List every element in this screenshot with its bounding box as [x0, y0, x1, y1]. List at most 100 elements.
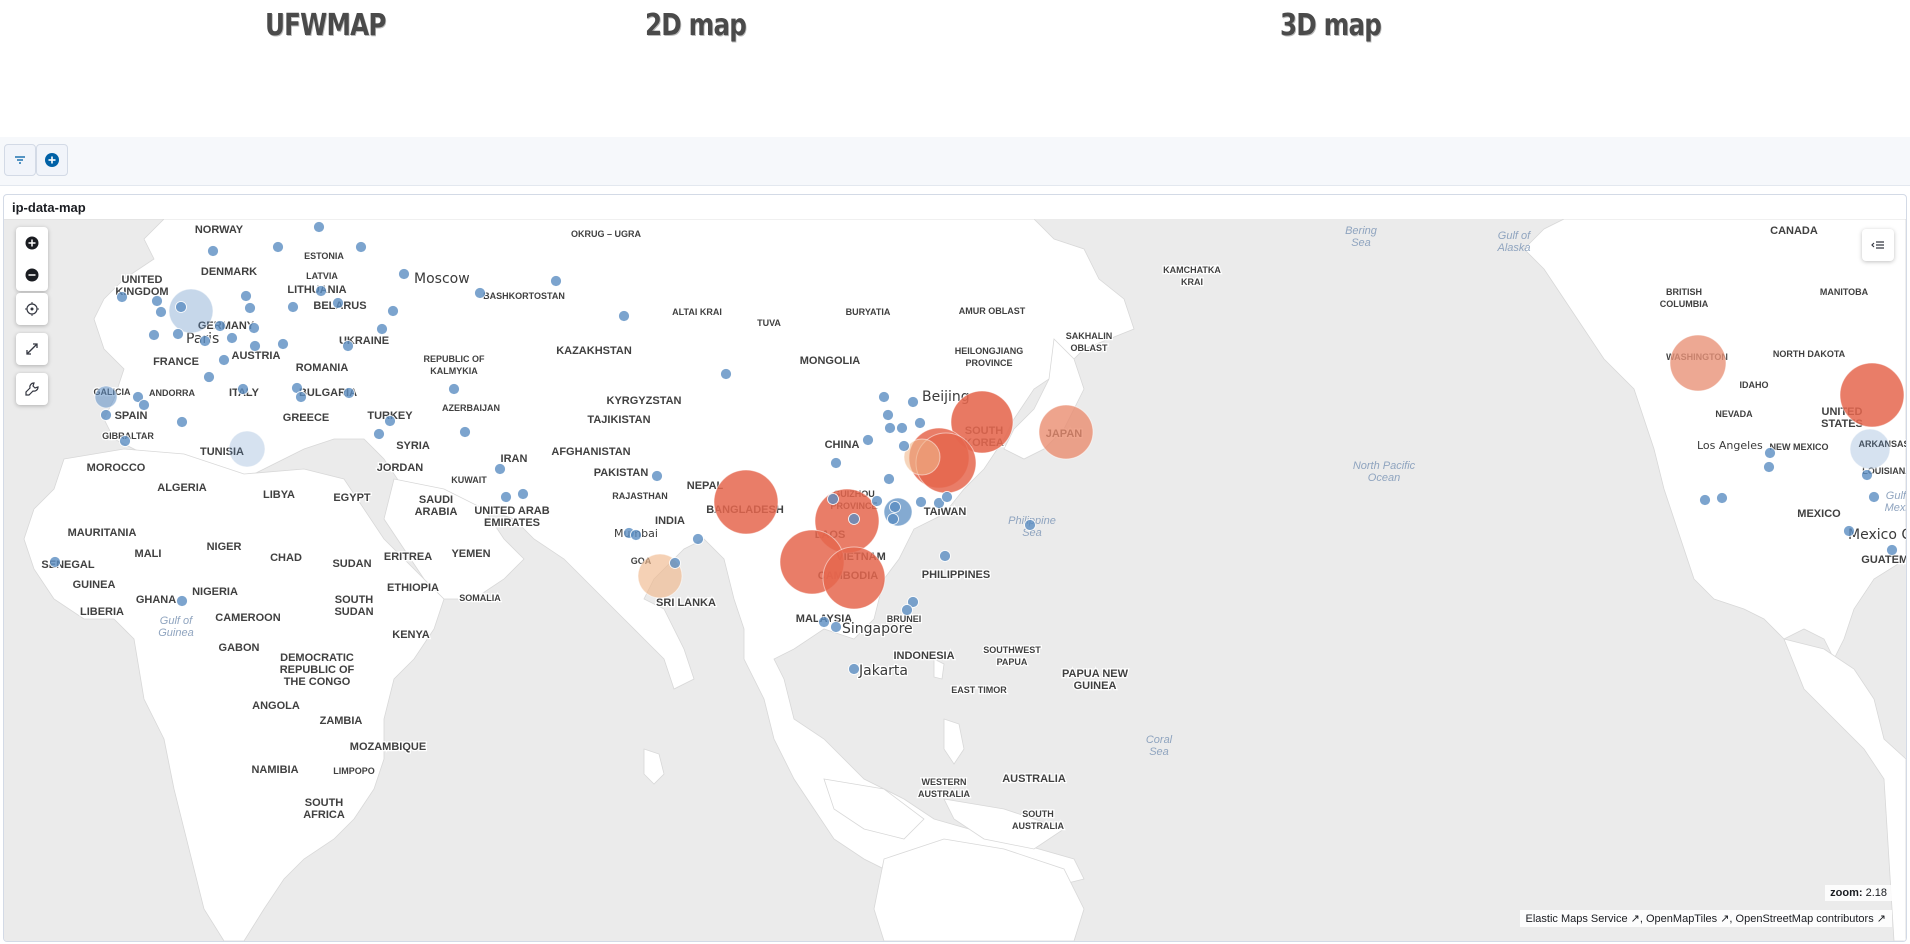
data-point[interactable] [1024, 519, 1036, 531]
data-point[interactable] [494, 463, 506, 475]
draw-tools-button[interactable] [16, 373, 48, 405]
data-point[interactable] [175, 301, 187, 313]
data-point[interactable] [692, 533, 704, 545]
data-bubble[interactable] [713, 469, 779, 535]
data-point[interactable] [651, 470, 663, 482]
data-point[interactable] [669, 557, 681, 569]
data-point[interactable] [1886, 544, 1898, 556]
data-point[interactable] [240, 290, 252, 302]
data-point[interactable] [907, 396, 919, 408]
data-point[interactable] [517, 488, 529, 500]
data-point[interactable] [272, 241, 284, 253]
data-point[interactable] [214, 320, 226, 332]
data-point[interactable] [119, 435, 131, 447]
data-bubble[interactable] [1839, 362, 1905, 428]
data-point[interactable] [459, 426, 471, 438]
data-point[interactable] [248, 322, 260, 334]
data-point[interactable] [176, 595, 188, 607]
data-point[interactable] [871, 495, 883, 507]
nav-link-2d-map[interactable]: 2D map [645, 8, 747, 43]
data-point[interactable] [244, 302, 256, 314]
data-point[interactable] [448, 383, 460, 395]
data-point[interactable] [1763, 461, 1775, 473]
data-point[interactable] [878, 391, 890, 403]
data-point[interactable] [226, 332, 238, 344]
data-point[interactable] [151, 295, 163, 307]
locate-button[interactable] [16, 293, 48, 325]
brand-link[interactable]: UFWMAP [265, 8, 386, 43]
nav-link-3d-map[interactable]: 3D map [1280, 8, 1382, 43]
data-bubble[interactable] [950, 390, 1014, 454]
data-point[interactable] [49, 556, 61, 568]
data-point[interactable] [176, 416, 188, 428]
data-point[interactable] [148, 329, 160, 341]
data-point[interactable] [387, 305, 399, 317]
data-point[interactable] [1716, 492, 1728, 504]
data-point[interactable] [474, 287, 486, 299]
attribution-link-openmaptiles[interactable]: OpenMapTiles [1646, 913, 1718, 925]
data-point[interactable] [848, 663, 860, 675]
data-point[interactable] [287, 301, 299, 313]
zoom-in-button[interactable] [16, 227, 48, 259]
data-point[interactable] [618, 310, 630, 322]
data-bubble[interactable] [822, 546, 886, 610]
data-point[interactable] [249, 340, 261, 352]
data-point[interactable] [1861, 469, 1873, 481]
data-point[interactable] [295, 391, 307, 403]
filter-menu-button[interactable] [4, 144, 36, 176]
layer-control-toggle[interactable] [1862, 229, 1894, 261]
data-point[interactable] [355, 241, 367, 253]
data-point[interactable] [862, 434, 874, 446]
data-point[interactable] [1699, 494, 1711, 506]
data-bubble[interactable] [94, 385, 118, 409]
data-point[interactable] [398, 268, 410, 280]
data-point[interactable] [207, 245, 219, 257]
attribution-link-osm[interactable]: OpenStreetMap contributors [1735, 913, 1874, 925]
data-bubble[interactable] [903, 438, 941, 476]
data-point[interactable] [882, 409, 894, 421]
data-point[interactable] [933, 497, 945, 509]
data-point[interactable] [830, 457, 842, 469]
data-point[interactable] [830, 621, 842, 633]
data-point[interactable] [155, 306, 167, 318]
data-point[interactable] [889, 501, 901, 513]
data-point[interactable] [914, 417, 926, 429]
data-point[interactable] [818, 616, 830, 628]
data-point[interactable] [315, 285, 327, 297]
data-point[interactable] [720, 368, 732, 380]
data-point[interactable] [630, 529, 642, 541]
data-point[interactable] [203, 371, 215, 383]
data-point[interactable] [939, 550, 951, 562]
data-point[interactable] [1764, 447, 1776, 459]
data-point[interactable] [138, 399, 150, 411]
data-point[interactable] [884, 422, 896, 434]
data-point[interactable] [1868, 491, 1880, 503]
data-bubble[interactable] [1038, 404, 1094, 460]
data-point[interactable] [376, 323, 388, 335]
data-point[interactable] [313, 221, 325, 233]
data-point[interactable] [848, 513, 860, 525]
data-point[interactable] [132, 391, 144, 403]
data-point[interactable] [332, 297, 344, 309]
fullscreen-button[interactable] [16, 333, 48, 365]
data-point[interactable] [1843, 525, 1855, 537]
data-point[interactable] [896, 422, 908, 434]
data-bubble[interactable] [228, 430, 266, 468]
add-filter-button[interactable] [36, 144, 68, 176]
data-point[interactable] [901, 604, 913, 616]
data-bubble[interactable] [168, 288, 214, 334]
data-point[interactable] [116, 291, 128, 303]
data-point[interactable] [237, 383, 249, 395]
data-point[interactable] [384, 415, 396, 427]
data-point[interactable] [941, 491, 953, 503]
data-point[interactable] [907, 596, 919, 608]
data-point[interactable] [342, 340, 354, 352]
data-point[interactable] [277, 338, 289, 350]
zoom-out-button[interactable] [16, 259, 48, 291]
attribution-link-ems[interactable]: Elastic Maps Service [1525, 913, 1628, 925]
map-canvas[interactable]: UNITEDKINGDOMDENMARKNORWAYESTONIALATVIAL… [4, 219, 1906, 941]
data-bubble[interactable] [1669, 334, 1727, 392]
data-point[interactable] [100, 409, 112, 421]
data-point[interactable] [550, 275, 562, 287]
data-point[interactable] [343, 387, 355, 399]
